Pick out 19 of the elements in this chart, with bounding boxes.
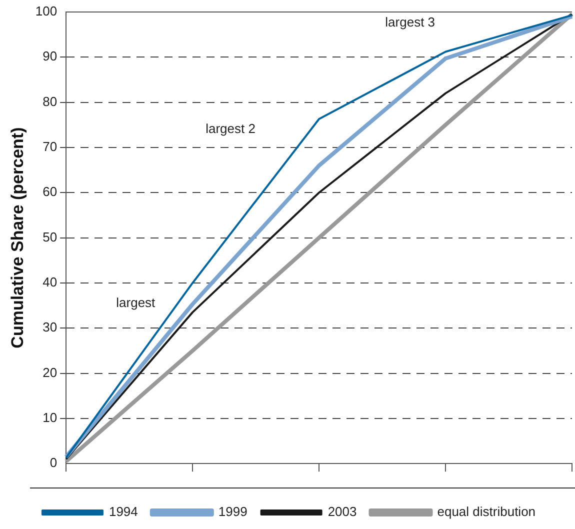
annotation: largest 3 bbox=[385, 14, 436, 30]
y-tick-label: 60 bbox=[42, 184, 58, 200]
y-tick-label: 80 bbox=[42, 94, 58, 109]
legend-label: 2003 bbox=[328, 504, 357, 520]
legend-label: equal distribution bbox=[437, 504, 536, 520]
y-tick-label: 20 bbox=[42, 364, 58, 380]
annotation: largest bbox=[116, 294, 156, 310]
y-tick-label: 70 bbox=[42, 139, 58, 154]
y-tick-label: 10 bbox=[42, 410, 58, 426]
annotation: largest 2 bbox=[206, 120, 256, 136]
y-tick-label: 50 bbox=[42, 229, 58, 244]
y-tick-label: 0 bbox=[50, 455, 58, 470]
legend-label: 1994 bbox=[108, 504, 138, 520]
y-axis-title: Cumulative Share (percent) bbox=[8, 127, 27, 348]
y-tick-label: 90 bbox=[42, 48, 58, 64]
y-tick-label: 40 bbox=[42, 274, 58, 290]
legend-label: 1999 bbox=[218, 504, 248, 520]
y-tick-label: 100 bbox=[35, 4, 58, 19]
y-tick-label: 30 bbox=[42, 320, 58, 335]
